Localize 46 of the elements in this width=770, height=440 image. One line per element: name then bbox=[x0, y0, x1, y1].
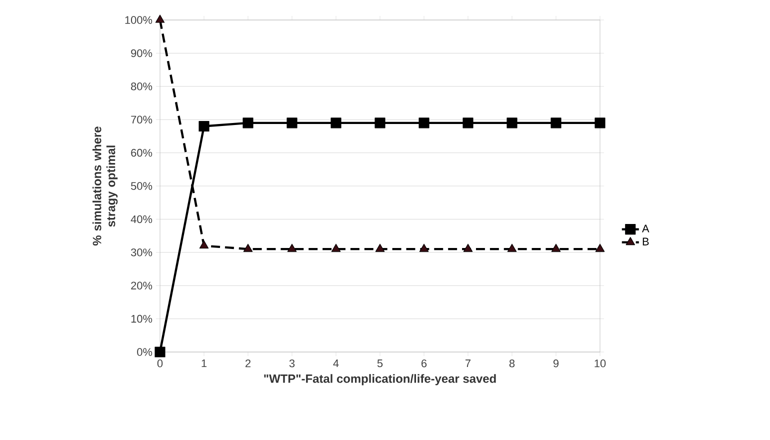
y-tick-label: 80% bbox=[131, 82, 152, 90]
point bbox=[463, 244, 473, 252]
x-tick-label: 0 bbox=[157, 360, 163, 368]
x-tick-label: 7 bbox=[466, 360, 471, 368]
y-tick-label: 20% bbox=[131, 282, 152, 290]
y-tick-label: 70% bbox=[131, 116, 152, 124]
point bbox=[462, 118, 474, 128]
y-tick-label: 50% bbox=[131, 182, 152, 190]
point bbox=[331, 244, 341, 252]
point bbox=[199, 240, 209, 249]
legend-label: A bbox=[642, 224, 650, 232]
point bbox=[550, 118, 562, 128]
x-tick-label: 5 bbox=[377, 360, 383, 368]
point bbox=[243, 244, 253, 252]
x-tick-label: 6 bbox=[422, 360, 427, 368]
point bbox=[287, 244, 297, 252]
x-axis-title: "WTP"-Fatal complication/life-year saved bbox=[264, 374, 496, 386]
y-tick-label: 40% bbox=[130, 215, 152, 224]
point bbox=[242, 118, 254, 128]
point bbox=[551, 244, 561, 252]
point bbox=[418, 118, 430, 128]
point bbox=[375, 244, 385, 252]
x-tick-label: 4 bbox=[333, 360, 339, 368]
x-tick-label: 2 bbox=[246, 360, 250, 368]
x-tick-label: 1 bbox=[202, 360, 207, 368]
x-tick-label: 8 bbox=[509, 360, 515, 368]
legend-label: B bbox=[642, 238, 649, 246]
y-tick-label: 60% bbox=[131, 148, 152, 157]
y-tick-label: 30% bbox=[130, 248, 152, 256]
point bbox=[507, 244, 517, 252]
point bbox=[595, 244, 605, 252]
x-tick-label: 10 bbox=[594, 360, 606, 368]
y-tick-label: 10% bbox=[131, 314, 152, 323]
point bbox=[506, 118, 518, 128]
point bbox=[286, 118, 298, 128]
y-axis-title: % simulations where stragy optimal bbox=[92, 126, 118, 246]
point bbox=[594, 118, 606, 128]
point bbox=[374, 118, 386, 128]
y-tick-label: 90% bbox=[131, 49, 152, 58]
x-tick-label: 9 bbox=[553, 360, 559, 368]
point bbox=[330, 118, 342, 128]
y-tick-label: 100% bbox=[125, 16, 152, 24]
point bbox=[198, 120, 210, 132]
point bbox=[419, 244, 429, 252]
y-tick-label: 0% bbox=[137, 348, 152, 356]
x-tick-label: 3 bbox=[289, 360, 295, 368]
